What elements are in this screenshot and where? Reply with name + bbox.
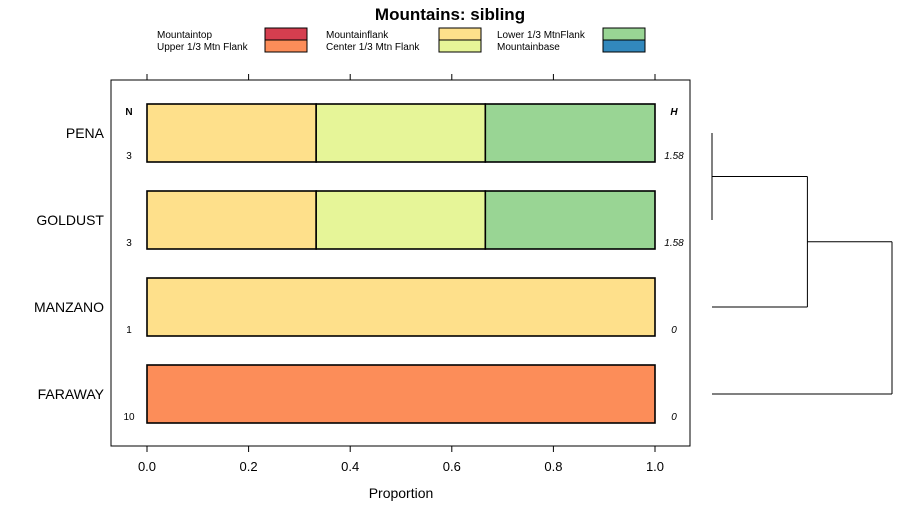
dendrogram [711, 133, 893, 395]
x-tick-label: 1.0 [646, 459, 664, 474]
category-label-pena: PENA [66, 125, 105, 141]
legend-swatch-center-1-3-mtn-flank [438, 39, 482, 53]
bar-manzano-mountainflank [146, 277, 656, 337]
bar-goldust-center-1-3-mtn-flank [315, 190, 487, 250]
h-value-manzano: 0 [671, 325, 677, 336]
bar-faraway-upper-1-3-mtn-flank [146, 364, 656, 424]
legend-label-mountaintop: Mountaintop [157, 30, 212, 41]
bar-goldust-lower-1-3-mtnflank [484, 190, 656, 250]
legend-swatch-lower-1-3-mtnflank [602, 27, 646, 41]
n-header: N [125, 107, 132, 118]
legend-label-lower-1-3-mtnflank: Lower 1/3 MtnFlank [497, 30, 586, 41]
x-axis-label: Proportion [369, 485, 434, 501]
legend-label-mountainflank: Mountainflank [326, 30, 389, 41]
legend-swatch-mountainflank [438, 27, 482, 41]
category-label-manzano: MANZANO [34, 299, 104, 315]
h-value-pena: 1.58 [664, 151, 684, 162]
x-tick-label: 0.0 [138, 459, 156, 474]
x-axis: 0.0 0.2 0.4 0.6 0.8 1.0 [138, 74, 664, 474]
legend-swatch-mountaintop [264, 27, 308, 41]
bar-pena-center-1-3-mtn-flank [315, 103, 487, 163]
plot-frame [110, 79, 691, 447]
legend-label-center-1-3-mtn-flank: Center 1/3 Mtn Flank [326, 42, 420, 53]
x-tick-label: 0.6 [443, 459, 461, 474]
legend-label-upper-1-3-mtn-flank: Upper 1/3 Mtn Flank [157, 42, 249, 53]
x-tick-label: 0.8 [544, 459, 562, 474]
bar-pena-lower-1-3-mtnflank [484, 103, 656, 163]
h-value-goldust: 1.58 [664, 238, 684, 249]
bar-goldust-mountainflank [146, 190, 317, 250]
h-value-faraway: 0 [671, 412, 677, 423]
n-value-goldust: 3 [126, 238, 132, 249]
n-value-faraway: 10 [123, 412, 135, 423]
x-tick-label: 0.2 [240, 459, 258, 474]
n-value-manzano: 1 [126, 325, 132, 336]
category-label-goldust: GOLDUST [36, 212, 104, 228]
bar-pena-mountainflank [146, 103, 317, 163]
n-value-pena: 3 [126, 151, 132, 162]
category-label-faraway: FARAWAY [38, 386, 105, 402]
h-header: H [670, 107, 678, 118]
legend-swatch-upper-1-3-mtn-flank [264, 39, 308, 53]
legend-label-mountainbase: Mountainbase [497, 42, 560, 53]
legend-swatch-mountainbase [602, 39, 646, 53]
x-tick-label: 0.4 [341, 459, 359, 474]
chart-title: Mountains: sibling [375, 5, 525, 24]
